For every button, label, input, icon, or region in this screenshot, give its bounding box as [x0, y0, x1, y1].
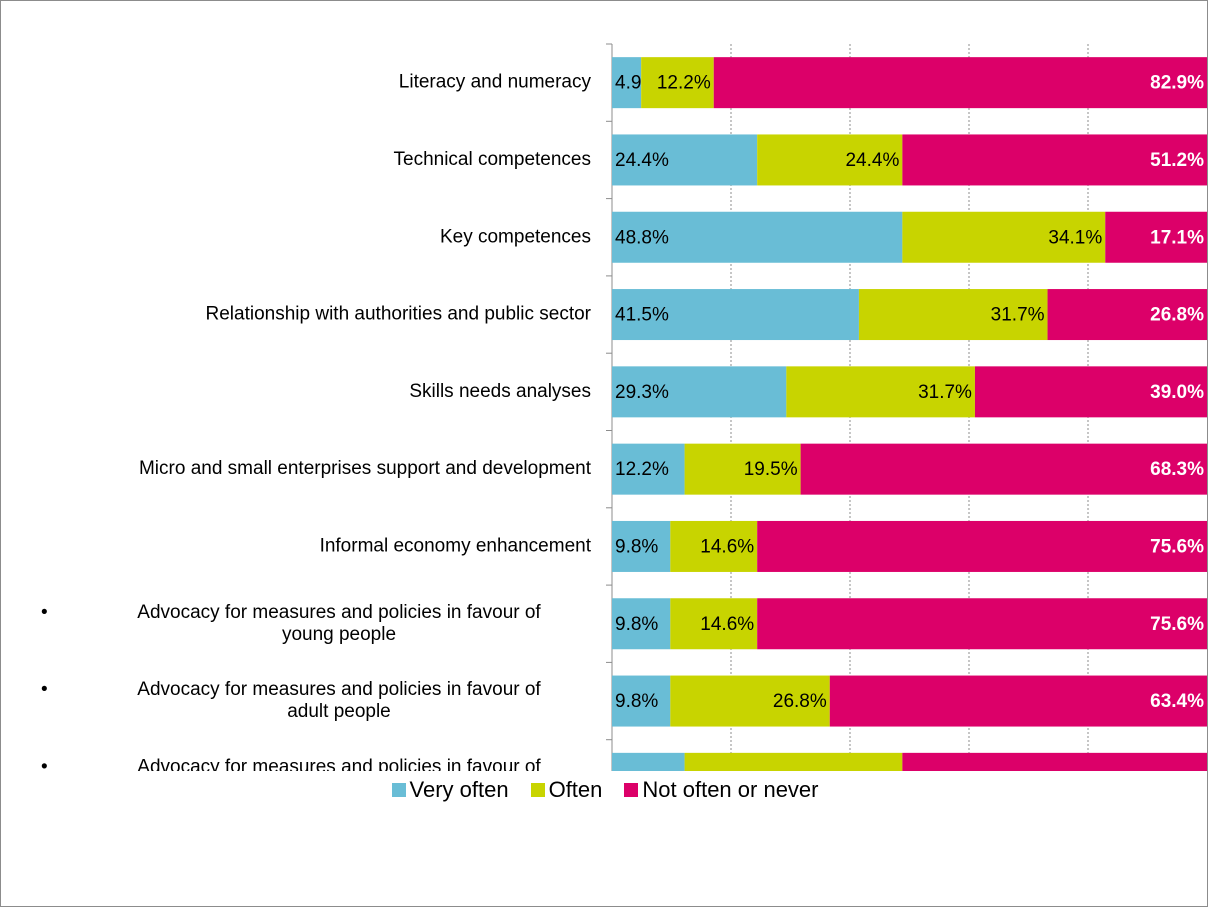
legend-swatch: [391, 783, 406, 797]
bar-segment: [612, 443, 685, 495]
data-label: 29.3%: [615, 382, 669, 403]
category-label: Key competences: [440, 226, 591, 247]
data-label: 82.9%: [1150, 73, 1204, 94]
data-label: 12.2%: [615, 459, 669, 480]
data-label: 36.6%: [845, 768, 899, 771]
data-label: 12.2%: [615, 768, 669, 771]
bar-segment: [902, 752, 1207, 771]
bar-segment: [670, 598, 758, 650]
bar-segment: [713, 57, 1207, 109]
data-label: 17.1%: [1150, 227, 1204, 248]
data-label: 14.6%: [700, 536, 754, 557]
legend-label: Not often or never: [642, 777, 819, 802]
bar-segment: [1047, 289, 1207, 341]
bar-segment: [974, 366, 1207, 418]
data-label: 26.8%: [1150, 305, 1204, 326]
data-label: 51.2%: [1150, 768, 1204, 771]
data-label: 12.2%: [657, 73, 711, 94]
data-label: 9.8%: [615, 614, 658, 635]
bar-segment: [612, 211, 903, 263]
category-label: Micro and small enterprises support and …: [139, 458, 592, 479]
category-label: Advocacy for measures and policies in fa…: [137, 602, 541, 623]
bar-segment: [612, 366, 787, 418]
category-label: Skills needs analyses: [409, 381, 591, 402]
bar-segment: [757, 134, 903, 186]
bar-segment: [612, 752, 685, 771]
bar-segment: [612, 57, 642, 109]
data-label: 26.8%: [773, 691, 827, 712]
bar-segment: [684, 752, 903, 771]
data-label: 9.8%: [615, 691, 658, 712]
bar-segment: [612, 289, 859, 341]
bar-segment: [612, 134, 758, 186]
legend-swatch: [624, 783, 639, 797]
data-label: 31.7%: [991, 305, 1045, 326]
bar-segment: [858, 289, 1048, 341]
bar-segment: [612, 675, 671, 727]
bullet-mark: •: [41, 602, 48, 623]
bar-segment: [612, 520, 671, 572]
category-label: adult people: [287, 701, 391, 722]
stacked-bar-chart: Literacy and numeracy 4.9%12.2% 82.9%Techn…: [41, 43, 1207, 771]
bar-segment: [757, 520, 1207, 572]
data-label: 75.6%: [1150, 614, 1204, 635]
legend-item: Often: [530, 777, 603, 803]
bullet-mark: •: [41, 756, 48, 771]
data-label: 41.5%: [615, 305, 669, 326]
legend-label: Often: [548, 777, 603, 802]
bar-segment: [800, 443, 1207, 495]
category-label: Literacy and numeracy: [399, 72, 592, 93]
bar-segment: [612, 598, 671, 650]
bar-segment: [641, 57, 714, 109]
category-label: Advocacy for measures and policies in fa…: [137, 756, 541, 771]
chart-legend: Very often Often Not often or never: [1, 777, 1208, 803]
category-label: Relationship with authorities and public…: [206, 304, 592, 325]
data-label: 51.2%: [1150, 150, 1204, 171]
data-label: 24.4%: [615, 150, 669, 171]
category-label: young people: [282, 624, 396, 645]
data-label: 34.1%: [1048, 227, 1102, 248]
data-label: 68.3%: [1150, 459, 1204, 480]
bar-segment: [670, 675, 830, 727]
legend-label: Very often: [409, 777, 509, 802]
data-label: 75.6%: [1150, 536, 1204, 557]
bar-segment: [786, 366, 975, 418]
bar-segment: [757, 598, 1207, 650]
data-label: 39.0%: [1150, 382, 1204, 403]
bar-segment: [902, 134, 1207, 186]
data-label: 63.4%: [1150, 691, 1204, 712]
bar-segment: [684, 443, 801, 495]
category-label: Technical competences: [394, 149, 592, 170]
bar-segment: [670, 520, 758, 572]
legend-swatch: [530, 783, 545, 797]
bar-segment: [902, 211, 1106, 263]
data-label: 9.8%: [615, 536, 658, 557]
legend-item: Very often: [391, 777, 509, 803]
bullet-mark: •: [41, 679, 48, 700]
bar-segment: [829, 675, 1207, 727]
data-label: 31.7%: [918, 382, 972, 403]
legend-item: Not often or never: [624, 777, 819, 803]
data-label: 14.6%: [700, 614, 754, 635]
data-label: 24.4%: [845, 150, 899, 171]
category-label: Advocacy for measures and policies in fa…: [137, 679, 541, 700]
data-label: 48.8%: [615, 227, 669, 248]
bar-segment: [1105, 211, 1207, 263]
data-label: 19.5%: [744, 459, 798, 480]
category-label: Informal economy enhancement: [320, 535, 592, 556]
